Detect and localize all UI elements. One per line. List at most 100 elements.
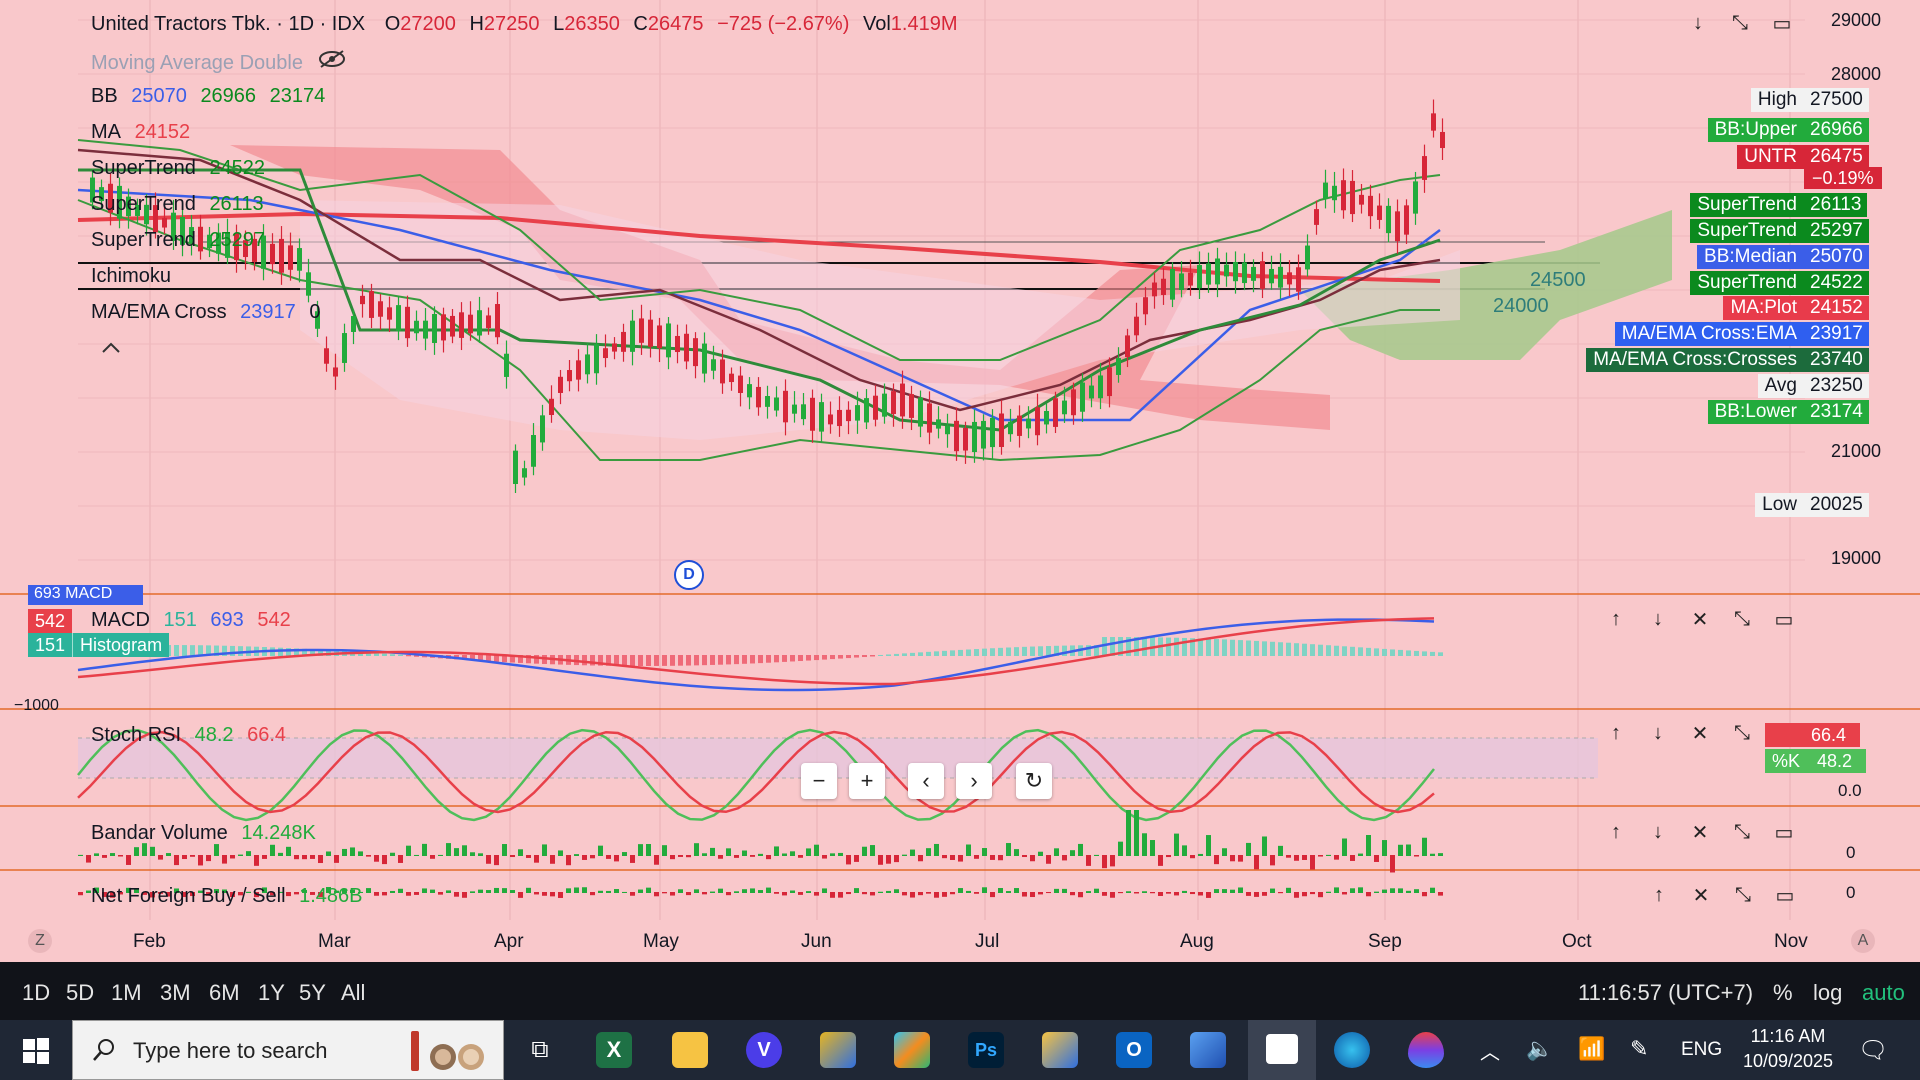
network-icon[interactable]: 📶	[1578, 1036, 1606, 1061]
collapse-icon[interactable]: ⤡	[1734, 721, 1750, 744]
photoshop-icon[interactable]: Ps	[968, 1032, 1004, 1068]
eye-hidden-icon[interactable]	[317, 50, 347, 74]
windows-start-icon[interactable]	[22, 1037, 50, 1070]
maximize-icon[interactable]: ▭	[1772, 12, 1792, 35]
bandar-volume-bar	[670, 855, 675, 860]
close-icon[interactable]: ✕	[1692, 884, 1710, 907]
macd-histogram-bar	[958, 649, 963, 656]
reset-chart-button[interactable]: ↻	[1016, 763, 1052, 799]
move-up-arrow-icon[interactable]: ↑	[1654, 883, 1664, 906]
edge-icon[interactable]	[1334, 1032, 1370, 1068]
move-down-arrow-icon[interactable]: ↓	[1653, 820, 1663, 843]
percent-toggle[interactable]: %	[1773, 980, 1793, 1005]
move-down-arrow-icon[interactable]: ↓	[1653, 607, 1663, 630]
collapse-icon[interactable]: ⤡	[1734, 820, 1750, 843]
price-tag-label: BB:Lower	[1707, 400, 1804, 424]
bandar-volume-bar	[542, 844, 547, 856]
range-1d[interactable]: 1D	[22, 980, 51, 1005]
pen-icon[interactable]: ✎	[1630, 1036, 1649, 1061]
bandar-volume-bar	[726, 848, 731, 856]
maximize-icon[interactable]: ▭	[1775, 884, 1795, 907]
auto-toggle[interactable]: auto	[1862, 980, 1905, 1005]
bandar-volume-bar	[1310, 855, 1315, 870]
close-icon[interactable]: ✕	[1691, 608, 1709, 631]
scroll-right-button[interactable]: ›	[956, 763, 992, 799]
speaker-icon[interactable]: 🔈	[1526, 1036, 1554, 1061]
maximize-icon[interactable]: ▭	[1774, 821, 1794, 844]
legend-supertrend-2[interactable]: SuperTrend 26113	[91, 193, 272, 216]
range-6m[interactable]: 6M	[209, 980, 240, 1005]
chart-canvas[interactable]	[0, 0, 1920, 962]
show-hidden-icons-chevron-up-icon[interactable]: ︿	[1480, 1042, 1500, 1064]
ma-ema-cross-value-2: 0	[309, 301, 321, 323]
app-icon-drop[interactable]	[1408, 1032, 1444, 1068]
bandar-volume-bar	[334, 855, 339, 863]
dividend-marker[interactable]: D	[674, 560, 704, 590]
net-foreign-label: Net Foreign Buy / Sell	[91, 885, 286, 907]
clock-utc[interactable]: 11:16:57 (UTC+7)	[1578, 980, 1754, 1005]
bandar-volume-bar	[822, 855, 827, 859]
legend-stoch-rsi[interactable]: Stoch RSI 48.2 66.4	[91, 724, 294, 747]
move-down-arrow-icon[interactable]: ↓	[1693, 11, 1703, 34]
excel-icon[interactable]: X	[596, 1032, 632, 1068]
candle-body	[855, 405, 860, 421]
legend-supertrend-1[interactable]: SuperTrend 24522	[91, 157, 273, 180]
range-3m[interactable]: 3M	[160, 980, 191, 1005]
close-icon[interactable]: ✕	[1691, 722, 1709, 745]
range-1y[interactable]: 1Y	[258, 980, 285, 1005]
range-all[interactable]: All	[341, 980, 366, 1005]
notifications-icon[interactable]: 🗨	[1858, 1037, 1889, 1064]
collapse-icon[interactable]: ⤡	[1734, 607, 1750, 630]
auto-scale-button[interactable]: A	[1851, 929, 1875, 953]
zoom-in-button[interactable]: +	[849, 763, 885, 799]
outlook-icon[interactable]: O	[1116, 1032, 1152, 1068]
timezone-button[interactable]: Z	[28, 929, 52, 953]
collapse-icon[interactable]: ⤡	[1735, 883, 1751, 906]
task-view-icon[interactable]: ⧉	[531, 1036, 549, 1063]
move-up-arrow-icon[interactable]: ↑	[1611, 721, 1621, 744]
scroll-left-button[interactable]: ‹	[908, 763, 944, 799]
range-5y[interactable]: 5Y	[299, 980, 326, 1005]
legend-net-foreign[interactable]: Net Foreign Buy / Sell 1.486B	[91, 885, 370, 908]
candle-body	[1017, 415, 1022, 436]
file-explorer-icon[interactable]	[672, 1032, 708, 1068]
move-up-arrow-icon[interactable]: ↑	[1611, 820, 1621, 843]
legend-ma-double[interactable]: Moving Average Double	[91, 49, 355, 75]
range-1m[interactable]: 1M	[111, 980, 142, 1005]
legend-bandar-volume[interactable]: Bandar Volume 14.248K	[91, 822, 324, 845]
collapse-legend-chevron-up-icon[interactable]	[100, 337, 122, 360]
zoom-out-button[interactable]: −	[801, 763, 837, 799]
macd-tag-542: 542	[28, 609, 73, 633]
price-tag-label: SuperTrend	[1690, 219, 1804, 243]
legend-supertrend-3[interactable]: SuperTrend 25297	[91, 229, 273, 252]
vivaldi-icon[interactable]: V	[746, 1032, 782, 1068]
collapse-icon[interactable]: ⤡	[1732, 11, 1748, 34]
folder-app-icon[interactable]	[1042, 1032, 1078, 1068]
range-5d[interactable]: 5D	[66, 980, 95, 1005]
legend-ichimoku[interactable]: Ichimoku	[91, 265, 179, 288]
move-up-arrow-icon[interactable]: ↑	[1611, 607, 1621, 630]
app-icon-blue[interactable]	[1190, 1032, 1226, 1068]
log-toggle[interactable]: log	[1813, 980, 1843, 1005]
app-icon-shapes[interactable]	[894, 1032, 930, 1068]
supertrend-2-label: SuperTrend	[91, 193, 196, 215]
bandar-volume-bar	[1342, 838, 1347, 856]
macd-histogram-bar	[1046, 646, 1051, 656]
close-icon[interactable]: ✕	[1691, 821, 1709, 844]
maximize-icon[interactable]: ▭	[1774, 608, 1794, 631]
legend-bb[interactable]: BB 25070 26966 23174	[91, 85, 333, 108]
taskbar-search-box[interactable]: Type here to search	[72, 1020, 504, 1080]
legend-ma-ema-cross[interactable]: MA/EMA Cross 23917 0	[91, 301, 328, 324]
move-down-arrow-icon[interactable]: ↓	[1653, 721, 1663, 744]
legend-macd[interactable]: MACD 151 693 542	[91, 609, 299, 632]
month-label: May	[643, 931, 679, 952]
app-icon-shortcut[interactable]	[820, 1032, 856, 1068]
candle-body	[387, 307, 392, 320]
legend-ma[interactable]: MA 24152	[91, 121, 198, 144]
active-app-tab[interactable]	[1248, 1020, 1316, 1080]
taskbar-clock[interactable]: 11:16 AM 10/09/2025	[1738, 1026, 1838, 1072]
macd-histogram-bar	[494, 655, 499, 662]
net-foreign-bar	[1086, 891, 1091, 893]
candle-body	[882, 393, 887, 417]
language-indicator[interactable]: ENG	[1681, 1039, 1723, 1060]
